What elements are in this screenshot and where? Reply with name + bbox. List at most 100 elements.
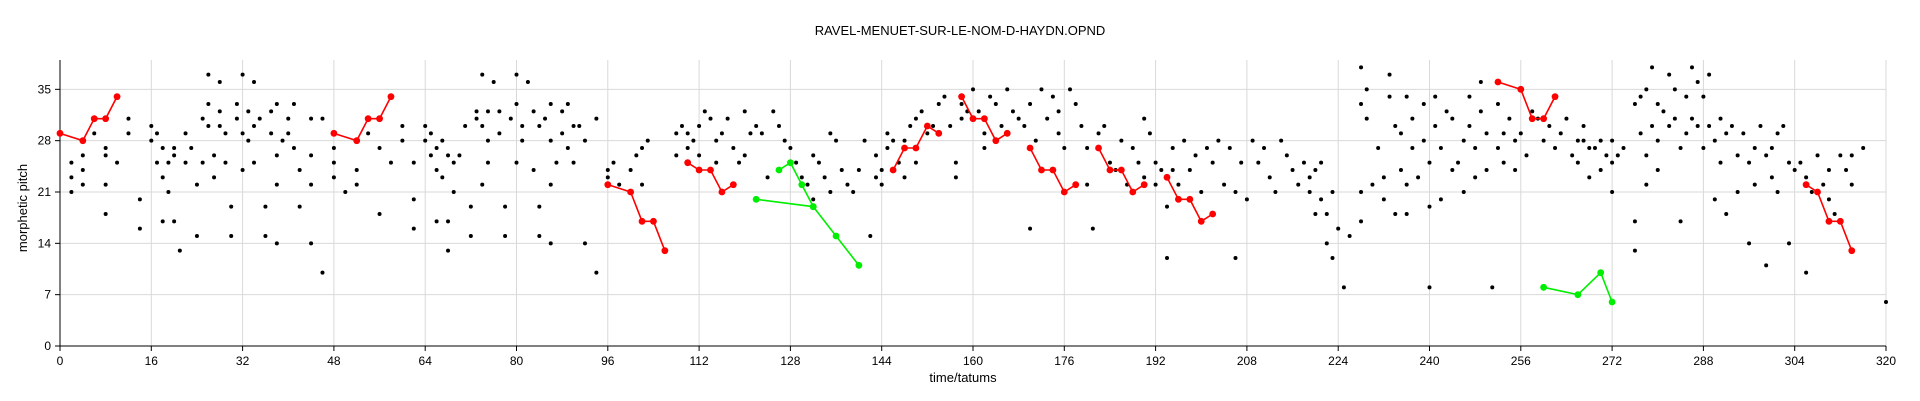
note-point [537, 204, 542, 209]
pattern-point [353, 137, 361, 145]
note-point [1804, 270, 1809, 275]
note-point [92, 131, 97, 136]
note-point [1142, 116, 1147, 121]
note-point [1404, 94, 1409, 99]
note-point [953, 160, 958, 165]
note-point [155, 160, 160, 165]
note-point [434, 219, 439, 224]
note-point [1821, 182, 1826, 187]
pattern-point [1574, 291, 1582, 299]
note-point [377, 212, 382, 216]
note-point [400, 138, 405, 143]
pattern-line [1805, 183, 1853, 251]
pattern-point [1814, 188, 1821, 196]
note-point [856, 168, 861, 172]
note-point [183, 160, 188, 165]
note-point [446, 248, 451, 253]
note-point [194, 234, 199, 238]
note-point [1735, 153, 1740, 158]
note-point [1416, 175, 1421, 180]
note-point [1650, 65, 1655, 70]
note-point [1136, 160, 1141, 165]
note-point [194, 182, 199, 187]
pattern-point [376, 115, 383, 123]
note-point [1456, 160, 1461, 165]
note-point [725, 116, 730, 121]
note-point [286, 131, 291, 136]
note-point [200, 116, 205, 121]
note-point [1010, 109, 1015, 114]
pattern-point [1551, 93, 1559, 101]
note-point [388, 160, 393, 165]
data-marks [56, 65, 1888, 306]
note-point [354, 182, 359, 187]
note-point [1724, 131, 1729, 136]
note-point [1884, 300, 1888, 304]
note-point [1028, 102, 1033, 106]
note-point [103, 182, 108, 187]
pattern-point [1597, 269, 1605, 277]
note-point [1187, 168, 1192, 172]
note-point [525, 80, 530, 84]
note-point [759, 131, 764, 136]
note-point [1786, 241, 1791, 246]
note-point [868, 234, 873, 238]
note-point [1119, 138, 1124, 143]
note-point [1718, 116, 1723, 121]
pattern-point [1517, 85, 1525, 93]
note-point [1056, 131, 1061, 136]
pattern-point [1003, 129, 1011, 137]
note-point [1393, 124, 1398, 128]
note-point [1079, 124, 1084, 128]
note-point [172, 146, 177, 150]
note-point [103, 212, 108, 216]
pattern-point [1106, 166, 1114, 174]
note-point [742, 109, 747, 114]
note-point [976, 109, 981, 114]
note-point [1330, 256, 1335, 260]
note-point [811, 153, 816, 158]
note-point [434, 146, 439, 150]
note-point [343, 190, 348, 194]
note-point [1142, 175, 1147, 180]
x-tick-label: 64 [419, 354, 433, 368]
note-point [879, 182, 884, 187]
note-point [1410, 146, 1415, 150]
note-point [246, 109, 251, 114]
note-point [1461, 138, 1466, 143]
note-point [1216, 138, 1221, 143]
note-point [1467, 124, 1472, 128]
note-point [1701, 94, 1706, 99]
note-point [1747, 160, 1752, 165]
x-axis-label: time/tatums [929, 370, 997, 385]
note-point [1684, 94, 1689, 99]
pattern-point [1163, 173, 1171, 181]
note-point [1153, 182, 1158, 187]
note-point [554, 160, 559, 165]
x-tick-label: 288 [1693, 354, 1713, 368]
note-point [942, 94, 947, 99]
note-point [474, 109, 479, 114]
note-point [1809, 190, 1814, 194]
note-point [69, 160, 74, 165]
pattern-point [1197, 217, 1205, 225]
pattern-point [113, 93, 121, 101]
x-tick-label: 224 [1328, 354, 1348, 368]
note-point [1450, 168, 1455, 172]
note-point [149, 124, 154, 128]
note-point [1747, 241, 1752, 246]
note-point [1473, 175, 1478, 180]
note-point [560, 109, 565, 114]
note-point [1290, 168, 1295, 172]
note-point [451, 160, 456, 165]
note-point [1381, 175, 1386, 180]
pattern-point [102, 115, 110, 123]
note-point [691, 138, 696, 143]
x-tick-label: 256 [1511, 354, 1531, 368]
note-point [1370, 182, 1375, 187]
note-point [1347, 234, 1352, 238]
note-point [1182, 138, 1187, 143]
pattern-point [79, 137, 87, 145]
pattern-point [889, 166, 897, 174]
note-point [172, 153, 177, 158]
